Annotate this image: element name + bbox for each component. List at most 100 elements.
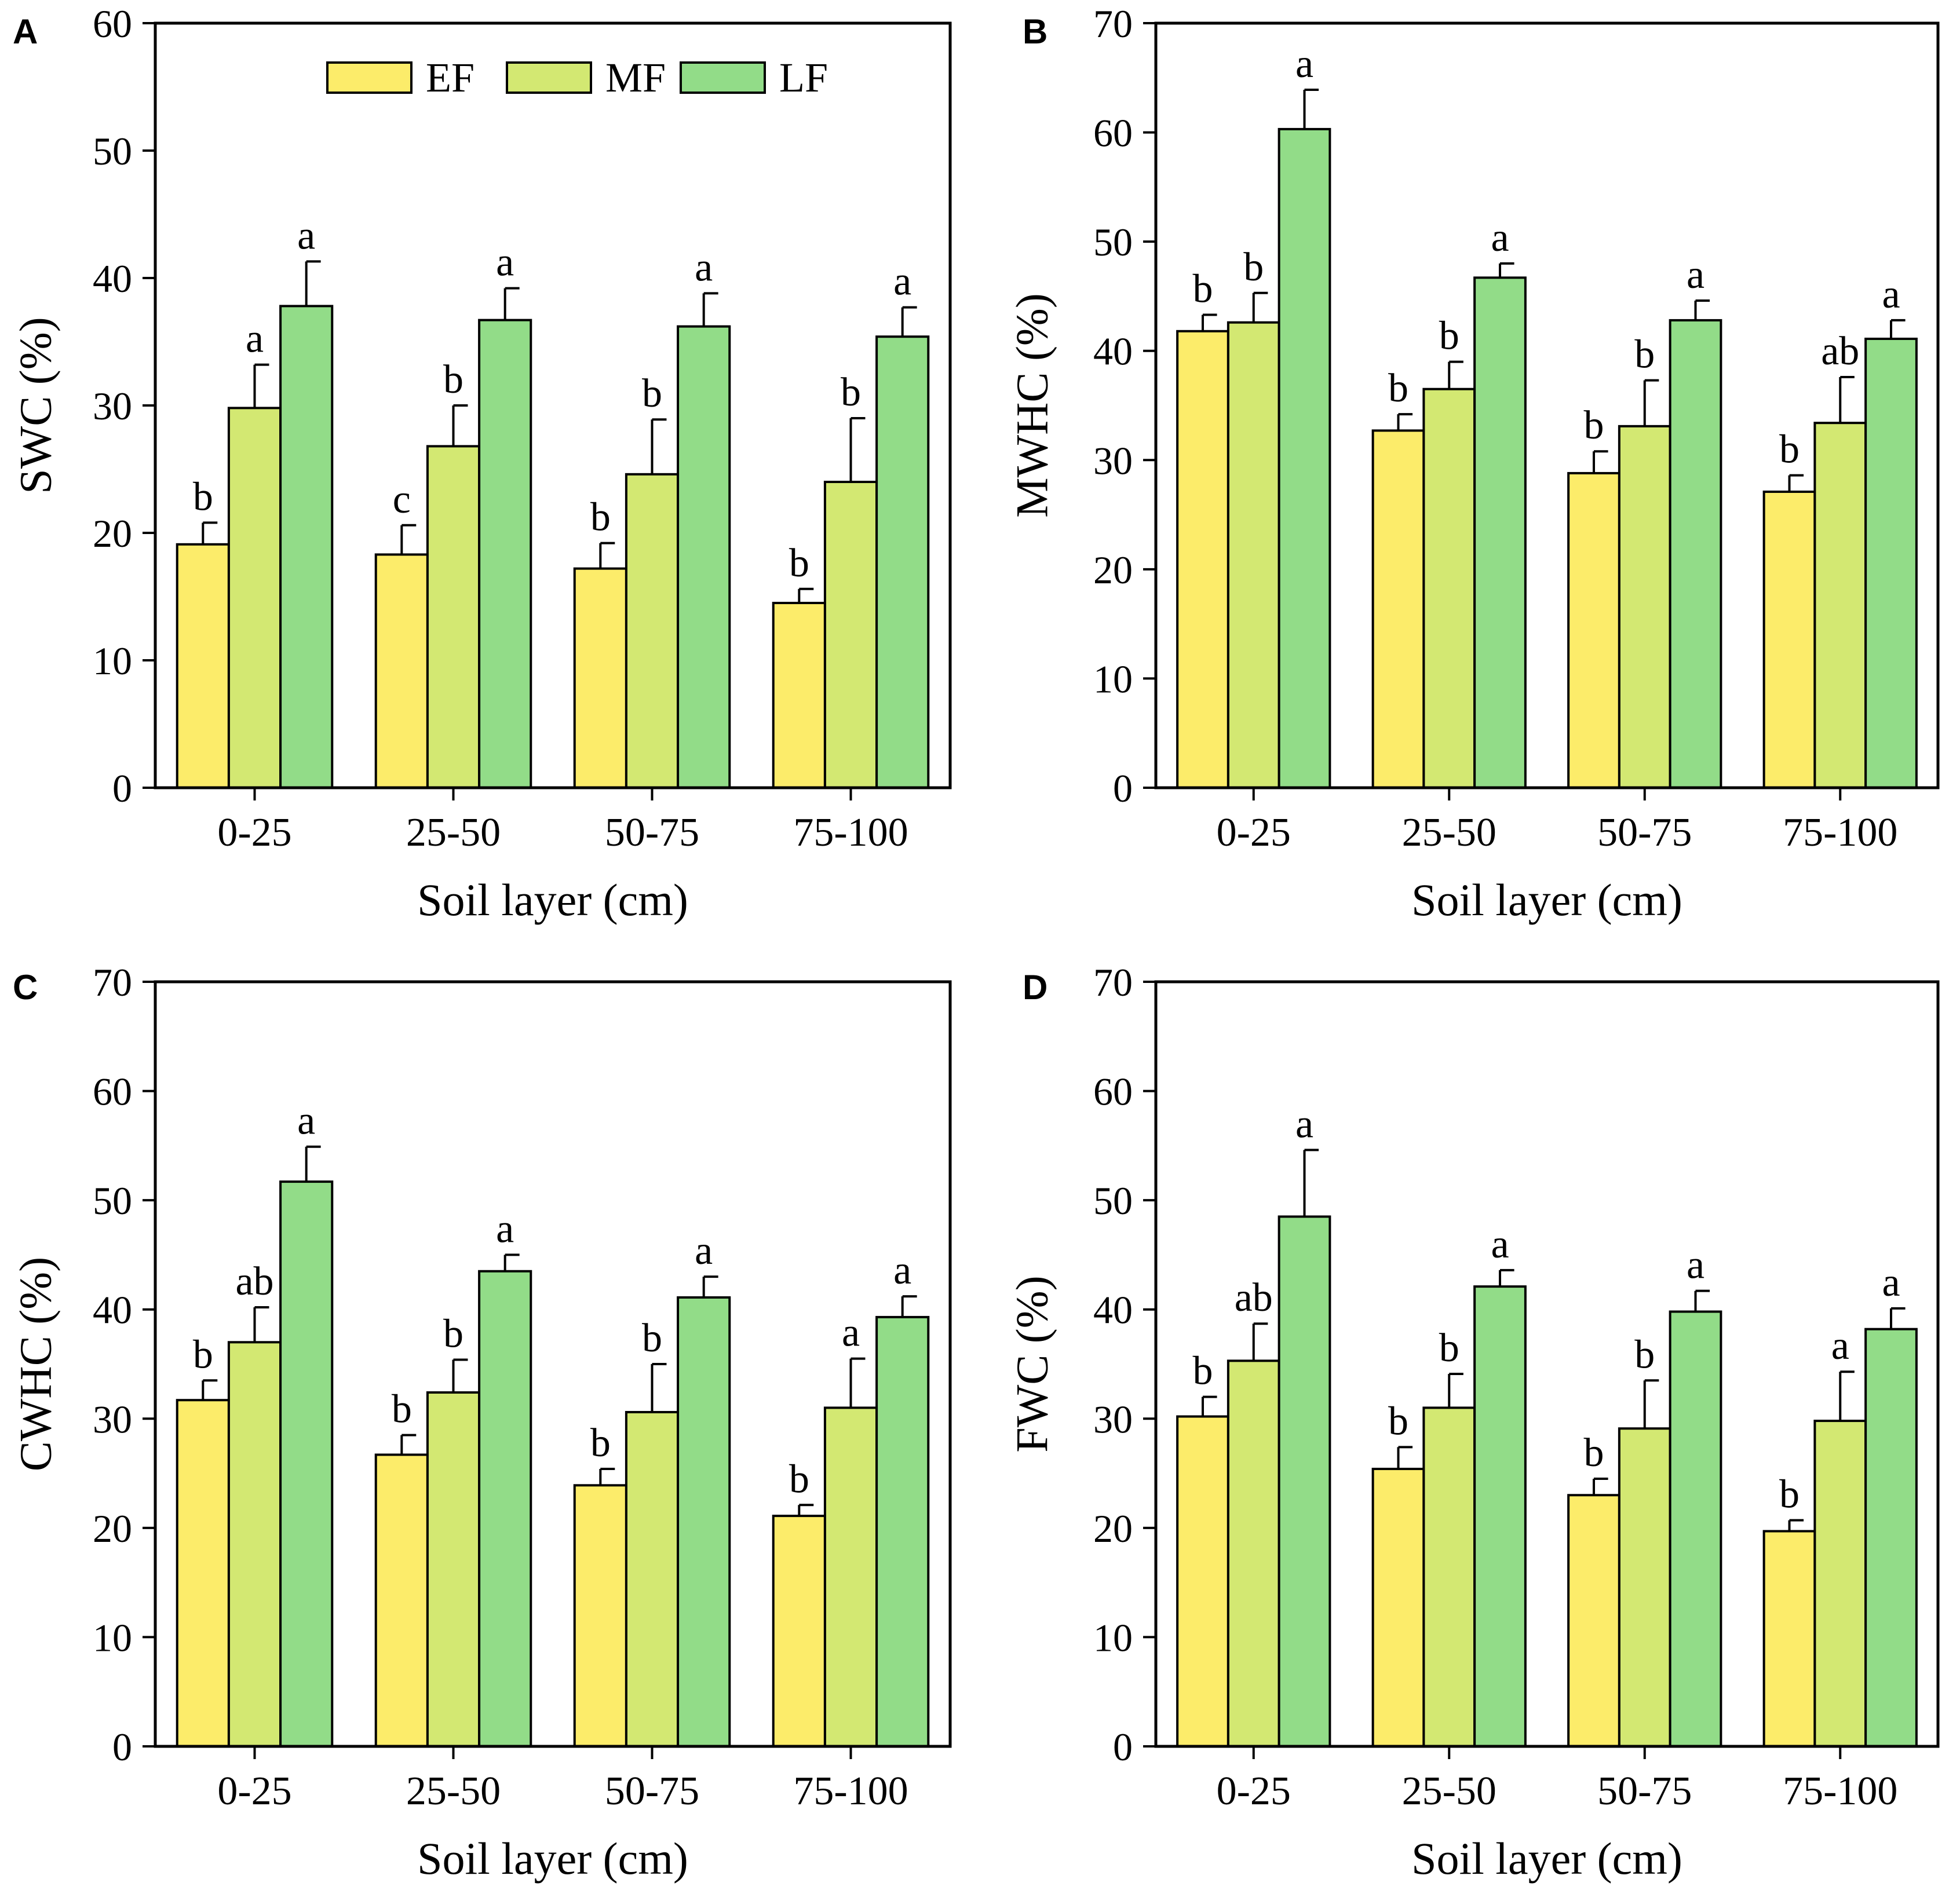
panel-c-bar-mf <box>227 1341 282 1748</box>
panel-b-bar-mf <box>1813 422 1867 789</box>
panel-d-ytick-label: 10 <box>1093 1615 1133 1659</box>
panel-c-significance-letter: b <box>789 1457 809 1501</box>
panel-c-xtick-label: 25-50 <box>406 1769 501 1814</box>
panel-b-bar-lf <box>1669 319 1722 789</box>
panel-c-significance-letter: a <box>496 1207 514 1251</box>
panel-b-ytick-label: 60 <box>1093 111 1133 155</box>
panel-b-significance-letter: b <box>1193 266 1213 311</box>
panel-b-ytick-label: 70 <box>1093 2 1133 46</box>
panel-a-significance-letter: b <box>590 495 611 540</box>
panel-a-significance-letter: a <box>246 317 264 361</box>
panel-c-significance-letter: a <box>893 1248 911 1293</box>
panel-d-bar-ef <box>1567 1494 1620 1748</box>
panel-d-significance-letter: ab <box>1235 1275 1273 1320</box>
panel-b-ytick-label: 40 <box>1093 330 1133 374</box>
panel-d-significance-letter: b <box>1193 1349 1213 1394</box>
panel-d-bar-lf <box>1473 1285 1527 1748</box>
panel-c-significance-letter: a <box>842 1311 860 1355</box>
panel-a-ytick-label: 30 <box>93 384 132 428</box>
panel-a-ytick-label: 50 <box>93 129 132 173</box>
panel-b-significance-letter: b <box>1243 245 1264 290</box>
panel-c-ytick-label: 50 <box>93 1179 132 1223</box>
panel-d-xtick-label: 0-25 <box>1217 1769 1291 1814</box>
panel-b-significance-letter: a <box>1295 42 1313 86</box>
panel-c-xtick-label: 50-75 <box>605 1769 699 1814</box>
panel-c-significance-letter: a <box>297 1099 315 1143</box>
panel-a-significance-letter: b <box>642 371 662 416</box>
panel-a-bar-mf <box>823 481 878 789</box>
panel-d-significance-letter: b <box>1584 1431 1604 1475</box>
panel-b-xtick-label: 0-25 <box>1217 810 1291 855</box>
panel-b-bar-mf <box>1422 387 1476 789</box>
panel-a-significance-letter: c <box>393 477 411 522</box>
panel-c-significance-letter: b <box>392 1387 412 1432</box>
panel-a-significance-letter: a <box>297 213 315 258</box>
panel-a-y-axis-title: SWC (%) <box>10 317 60 493</box>
panel-c-x-axis-title: Soil layer (cm) <box>417 1833 688 1884</box>
panel-a-bar-lf <box>478 319 532 789</box>
panel-c-plot-frame <box>154 980 952 1748</box>
panel-d-significance-letter: a <box>1687 1243 1704 1288</box>
panel-b-bar-ef <box>1762 490 1816 789</box>
panel-b-ytick-label: 20 <box>1093 548 1133 592</box>
panel-b-bar-lf <box>1473 276 1527 789</box>
panel-c-y-axis-title: CWHC (%) <box>10 1257 60 1471</box>
panel-c-significance-letter: b <box>193 1332 213 1377</box>
panel-c-significance-letter: b <box>642 1316 662 1361</box>
panel-d-x-axis-title: Soil layer (cm) <box>1411 1833 1682 1884</box>
panel-c-ytick-label: 40 <box>93 1288 132 1332</box>
panel-c-bar-ef <box>374 1453 429 1748</box>
panel-b-bar-ef <box>1371 429 1425 789</box>
panel-b-bar-ef <box>1176 330 1229 789</box>
panel-a-x-axis-title: Soil layer (cm) <box>417 875 688 925</box>
panel-b-significance-letter: b <box>1584 403 1604 448</box>
panel-d-ytick-label: 60 <box>1093 1070 1133 1114</box>
panel-d-bar-ef <box>1176 1415 1229 1748</box>
panel-a-ytick-label: 20 <box>93 511 132 555</box>
panel-b-xtick-label: 50-75 <box>1597 810 1692 855</box>
panel-a-bar-ef <box>176 543 230 789</box>
panel-a-significance-letter: a <box>893 259 911 304</box>
panel-c-ytick-label: 0 <box>112 1725 132 1769</box>
panel-d-bar-mf <box>1227 1359 1280 1748</box>
panel-b-significance-letter: a <box>1491 215 1509 260</box>
panel-c-ytick-label: 70 <box>93 960 132 1004</box>
panel-b-significance-letter: ab <box>1821 329 1859 374</box>
panel-c-bar-ef <box>573 1484 627 1748</box>
panel-a-xtick-label: 25-50 <box>406 810 501 855</box>
panel-d-ytick-label: 30 <box>1093 1397 1133 1441</box>
panel-b-bar-lf <box>1864 337 1918 789</box>
panel-b-bar-mf <box>1618 425 1671 789</box>
panel-c-xtick-label: 75-100 <box>793 1769 908 1814</box>
panel-d-significance-letter: b <box>1634 1332 1655 1377</box>
panel-b-significance-letter: b <box>1388 366 1408 411</box>
panel-b-significance-letter: a <box>1882 272 1900 317</box>
panel-c-ytick-label: 20 <box>93 1507 132 1551</box>
panel-b-xtick-label: 75-100 <box>1783 810 1897 855</box>
panel-a-significance-letter: b <box>443 357 463 402</box>
panel-d-plot-frame <box>1154 980 1940 1748</box>
panel-b-significance-letter: a <box>1687 253 1704 297</box>
panel-b-xtick-label: 25-50 <box>1402 810 1497 855</box>
panel-c-bar-mf <box>625 1410 680 1748</box>
panel-a-bar-ef <box>374 553 429 789</box>
legend-swatch-lf <box>680 61 766 94</box>
panel-a-bar-lf <box>677 325 731 789</box>
panel-d-significance-letter: a <box>1295 1102 1313 1146</box>
panel-a-significance-letter: b <box>789 541 809 586</box>
panel-d-ytick-label: 40 <box>1093 1288 1133 1332</box>
panel-b-significance-letter: b <box>1634 332 1655 377</box>
panel-d-significance-letter: a <box>1831 1324 1849 1368</box>
panel-a-bar-lf <box>875 335 930 789</box>
panel-d-letter: D <box>1023 968 1047 1007</box>
panel-d-significance-letter: b <box>1439 1326 1459 1370</box>
panel-c-bar-lf <box>677 1296 731 1748</box>
panel-c-xtick-label: 0-25 <box>217 1769 291 1814</box>
panel-c-bar-lf <box>875 1315 930 1748</box>
panel-b-ytick-label: 50 <box>1093 220 1133 264</box>
panel-d-xtick-label: 50-75 <box>1597 1769 1692 1814</box>
panel-d-bar-mf <box>1813 1420 1867 1748</box>
panel-b-y-axis-title: MWHC (%) <box>1006 293 1057 518</box>
